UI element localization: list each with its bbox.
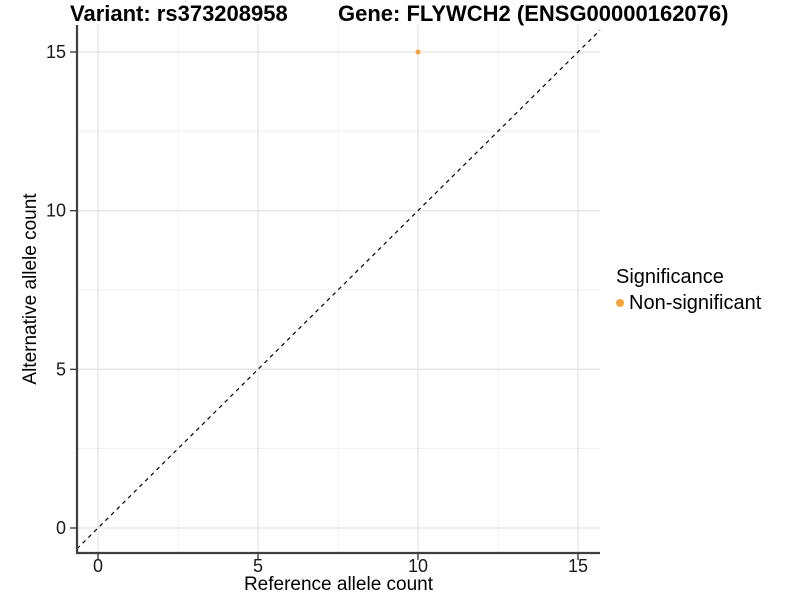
- y-axis-title: Alternative allele count: [20, 193, 41, 385]
- legend-item-label: Non-significant: [629, 292, 762, 314]
- x-axis-title: Reference allele count: [243, 574, 434, 595]
- data-point: [415, 49, 421, 55]
- x-tick-label: 0: [93, 556, 103, 576]
- legend-title: Significance: [616, 266, 724, 288]
- y-tick-label: 10: [46, 201, 66, 221]
- x-tick-label: 5: [253, 556, 263, 576]
- y-tick-label: 0: [56, 518, 66, 538]
- legend: Significance Non-significant: [616, 264, 761, 316]
- y-tick-label: 5: [56, 359, 66, 379]
- plot-title-gene: Gene: FLYWCH2 (ENSG00000162076): [338, 1, 729, 26]
- x-tick-label: 15: [568, 556, 588, 576]
- legend-key-dot-icon: [616, 299, 624, 307]
- y-tick-label: 15: [46, 42, 66, 62]
- legend-item-non-significant: Non-significant: [616, 290, 761, 316]
- identity-reference-line: [76, 29, 601, 550]
- plot-title-variant: Variant: rs373208958: [70, 1, 288, 26]
- x-tick-label: 10: [408, 556, 428, 576]
